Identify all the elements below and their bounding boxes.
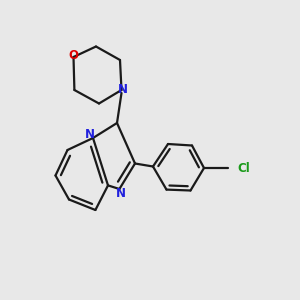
Text: N: N [116, 187, 126, 200]
Text: Cl: Cl [237, 161, 250, 175]
Text: N: N [85, 128, 95, 141]
Text: N: N [118, 83, 128, 96]
Text: O: O [68, 49, 79, 62]
